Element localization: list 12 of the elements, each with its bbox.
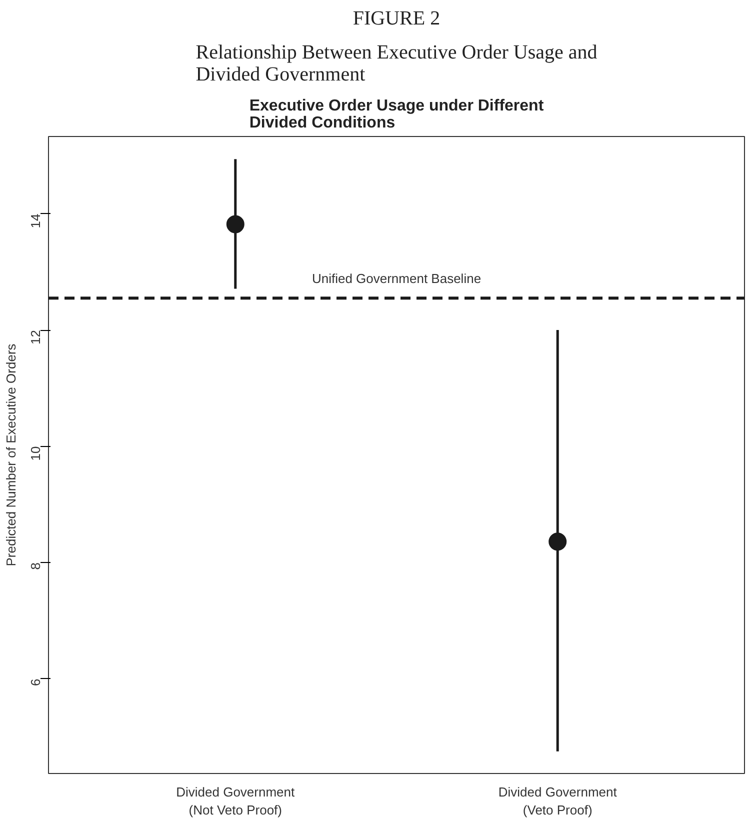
text: Relationship Between Executive Order Usage and Divided Government	[196, 42, 598, 86]
y-tick-label: 6	[28, 678, 43, 686]
y-tick-label: 10	[28, 446, 43, 461]
x-tick-label: Divided Government (Not Veto Proof)	[176, 784, 296, 818]
x-tick-label: Divided Government (Veto Proof)	[498, 784, 618, 818]
chart-title: Executive Order Usage under Different Divided Conditions	[249, 98, 544, 132]
y-tick-label: 14	[28, 214, 43, 228]
y-tick-label: 8	[28, 562, 43, 570]
caption: FIGURE 2	[352, 8, 440, 30]
y-tick-label: 12	[28, 330, 43, 344]
y-axis-title: Predicted Number of Executive Orders	[4, 343, 18, 566]
ref-line-label: Unified Government Baseline	[312, 271, 482, 286]
